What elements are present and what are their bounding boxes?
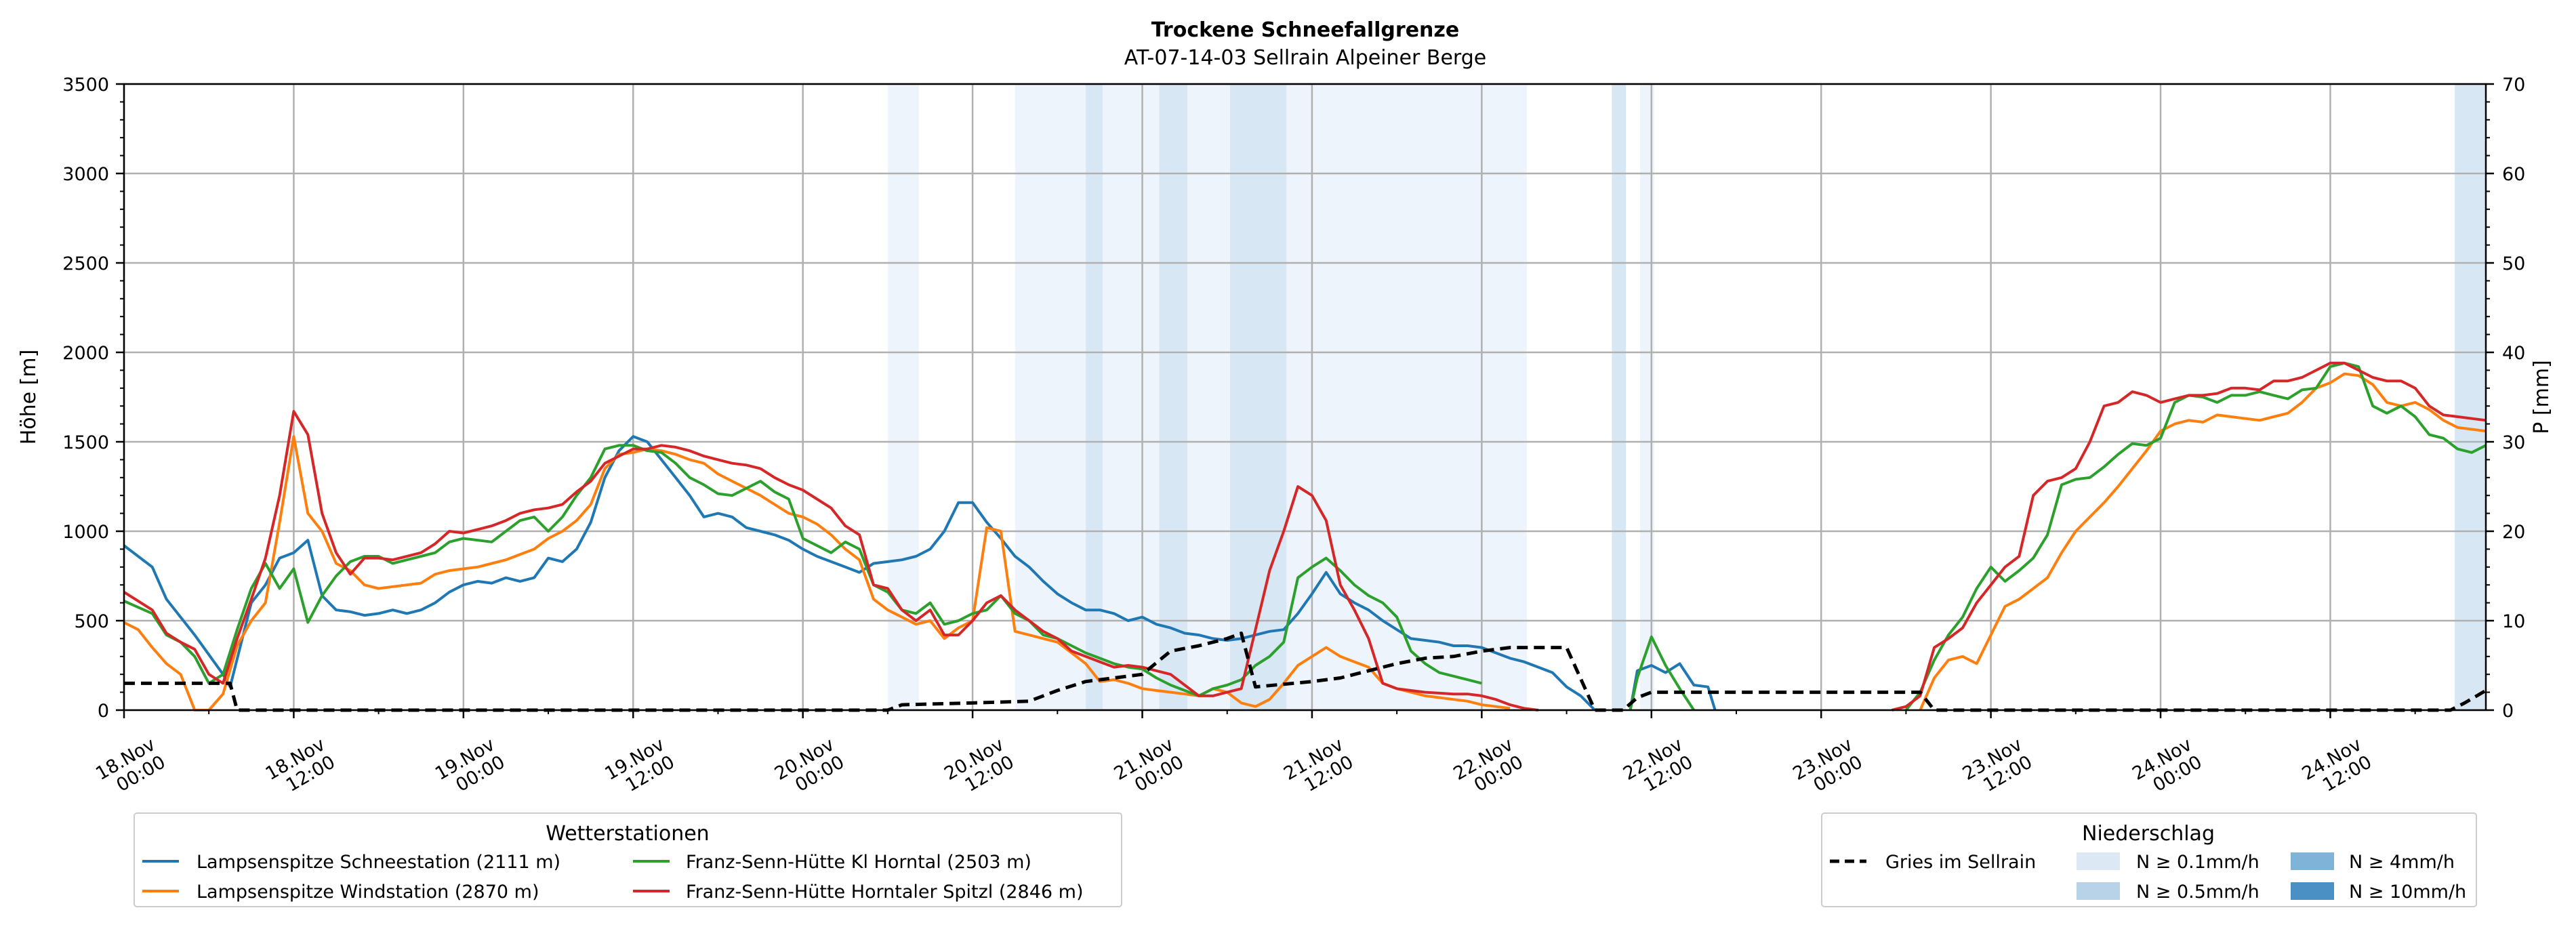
x-tick-label: 18.Nov00:00 bbox=[92, 734, 169, 802]
series-line-1 bbox=[123, 435, 1511, 711]
precip-bands bbox=[887, 84, 2486, 710]
precip-band bbox=[1103, 84, 1160, 710]
precip-band bbox=[1015, 84, 1086, 710]
y-tick-label: 2000 bbox=[62, 343, 109, 364]
y-tick-label: 3000 bbox=[62, 164, 109, 185]
y-tick-label: 500 bbox=[74, 611, 109, 632]
y2-tick-label: 30 bbox=[2502, 432, 2525, 453]
legend-item: N ≥ 0.5mm/h bbox=[2136, 882, 2260, 903]
series-line-0 bbox=[123, 435, 1596, 711]
y2-tick-label: 70 bbox=[2502, 75, 2525, 96]
y-tick-label: 2500 bbox=[62, 253, 109, 274]
precip-band bbox=[1612, 84, 1627, 710]
series-line-3 bbox=[123, 410, 1539, 711]
series-line-2 bbox=[123, 444, 1482, 697]
precip-band bbox=[1286, 84, 1528, 710]
legend-item: N ≥ 10mm/h bbox=[2349, 882, 2466, 903]
x-tick-label: 24.Nov00:00 bbox=[2129, 734, 2205, 802]
y2-tick-label: 0 bbox=[2502, 701, 2514, 722]
legend-stations: Wetterstationen Lampsenspitze Schneestat… bbox=[134, 812, 1122, 907]
precip-band bbox=[1086, 84, 1103, 710]
legend-item: Franz-Senn-Hütte Horntaler Spitzl (2846 … bbox=[686, 882, 1084, 903]
legend-item: Lampsenspitze Windstation (2870 m) bbox=[197, 882, 539, 903]
precip-band bbox=[2455, 84, 2486, 710]
precip-band bbox=[1159, 84, 1188, 710]
y-tick-label: 0 bbox=[98, 701, 109, 722]
precip-band bbox=[1187, 84, 1230, 710]
series-line-2 bbox=[1629, 635, 1696, 711]
x-tick-label: 18.Nov12:00 bbox=[262, 734, 339, 802]
legend-precip-title: Niederschlag bbox=[2082, 822, 2215, 846]
series-line-1 bbox=[1919, 372, 2487, 711]
y2-tick-label: 10 bbox=[2502, 611, 2525, 632]
y2-axis-label: P [mm] bbox=[2530, 360, 2554, 434]
legend-stations-title: Wetterstationen bbox=[546, 822, 709, 846]
x-tick-label: 22.Nov12:00 bbox=[1620, 734, 1696, 802]
x-tick-label: 20.Nov00:00 bbox=[771, 734, 848, 802]
y-tick-label: 1000 bbox=[62, 522, 109, 543]
y2-tick-label: 20 bbox=[2502, 522, 2525, 543]
chart-subtitle: AT-07-14-03 Sellrain Alpeiner Berge bbox=[1124, 46, 1486, 70]
x-tick-label: 22.Nov00:00 bbox=[1450, 734, 1527, 802]
legend-item: N ≥ 4mm/h bbox=[2349, 852, 2455, 873]
legend-item: Lampsenspitze Schneestation (2111 m) bbox=[197, 852, 560, 873]
x-tick-label: 23.Nov00:00 bbox=[1789, 734, 1866, 802]
legend-item: Gries im Sellrain bbox=[1885, 852, 2036, 873]
precip-band bbox=[887, 84, 919, 710]
chart-title: Trockene Schneefallgrenze bbox=[1151, 18, 1459, 42]
y-axis-right: 0 10 20 30 40 50 60 70 bbox=[2486, 75, 2525, 722]
y-axis-left: 0 500 1000 1500 2000 2500 3000 3500 bbox=[62, 75, 124, 722]
y-tick-label: 3500 bbox=[62, 75, 109, 96]
series-line-3 bbox=[1892, 361, 2487, 711]
series-line-2 bbox=[1904, 361, 2487, 711]
x-tick-label: 20.Nov12:00 bbox=[941, 734, 1017, 802]
x-tick-label: 21.Nov00:00 bbox=[1111, 734, 1187, 802]
y-axis-label: Höhe [m] bbox=[17, 350, 41, 445]
x-tick-label: 19.Nov12:00 bbox=[601, 734, 678, 802]
precip-band bbox=[1229, 84, 1287, 710]
legend-precip: Niederschlag Gries im Sellrain N ≥ 0.1mm… bbox=[1821, 812, 2477, 907]
x-axis: 18.Nov00:00 18.Nov12:00 19.Nov00:00 19.Nov1… bbox=[92, 710, 2416, 802]
y2-tick-label: 60 bbox=[2502, 164, 2525, 185]
x-tick-label: 19.Nov00:00 bbox=[432, 734, 508, 802]
plot-frame bbox=[123, 83, 2487, 711]
x-tick-label: 24.Nov12:00 bbox=[2299, 734, 2375, 802]
legend-item: N ≥ 0.1mm/h bbox=[2136, 852, 2260, 873]
y-tick-label: 1500 bbox=[62, 432, 109, 453]
data-series bbox=[123, 361, 2487, 712]
y2-tick-label: 40 bbox=[2502, 343, 2525, 364]
x-tick-label: 23.Nov12:00 bbox=[1959, 734, 2036, 802]
y2-tick-label: 50 bbox=[2502, 253, 2525, 274]
x-tick-label: 21.Nov12:00 bbox=[1280, 734, 1357, 802]
series-line-4 bbox=[124, 632, 2487, 712]
legend-item: Franz-Senn-Hütte Kl Horntal (2503 m) bbox=[686, 852, 1031, 873]
